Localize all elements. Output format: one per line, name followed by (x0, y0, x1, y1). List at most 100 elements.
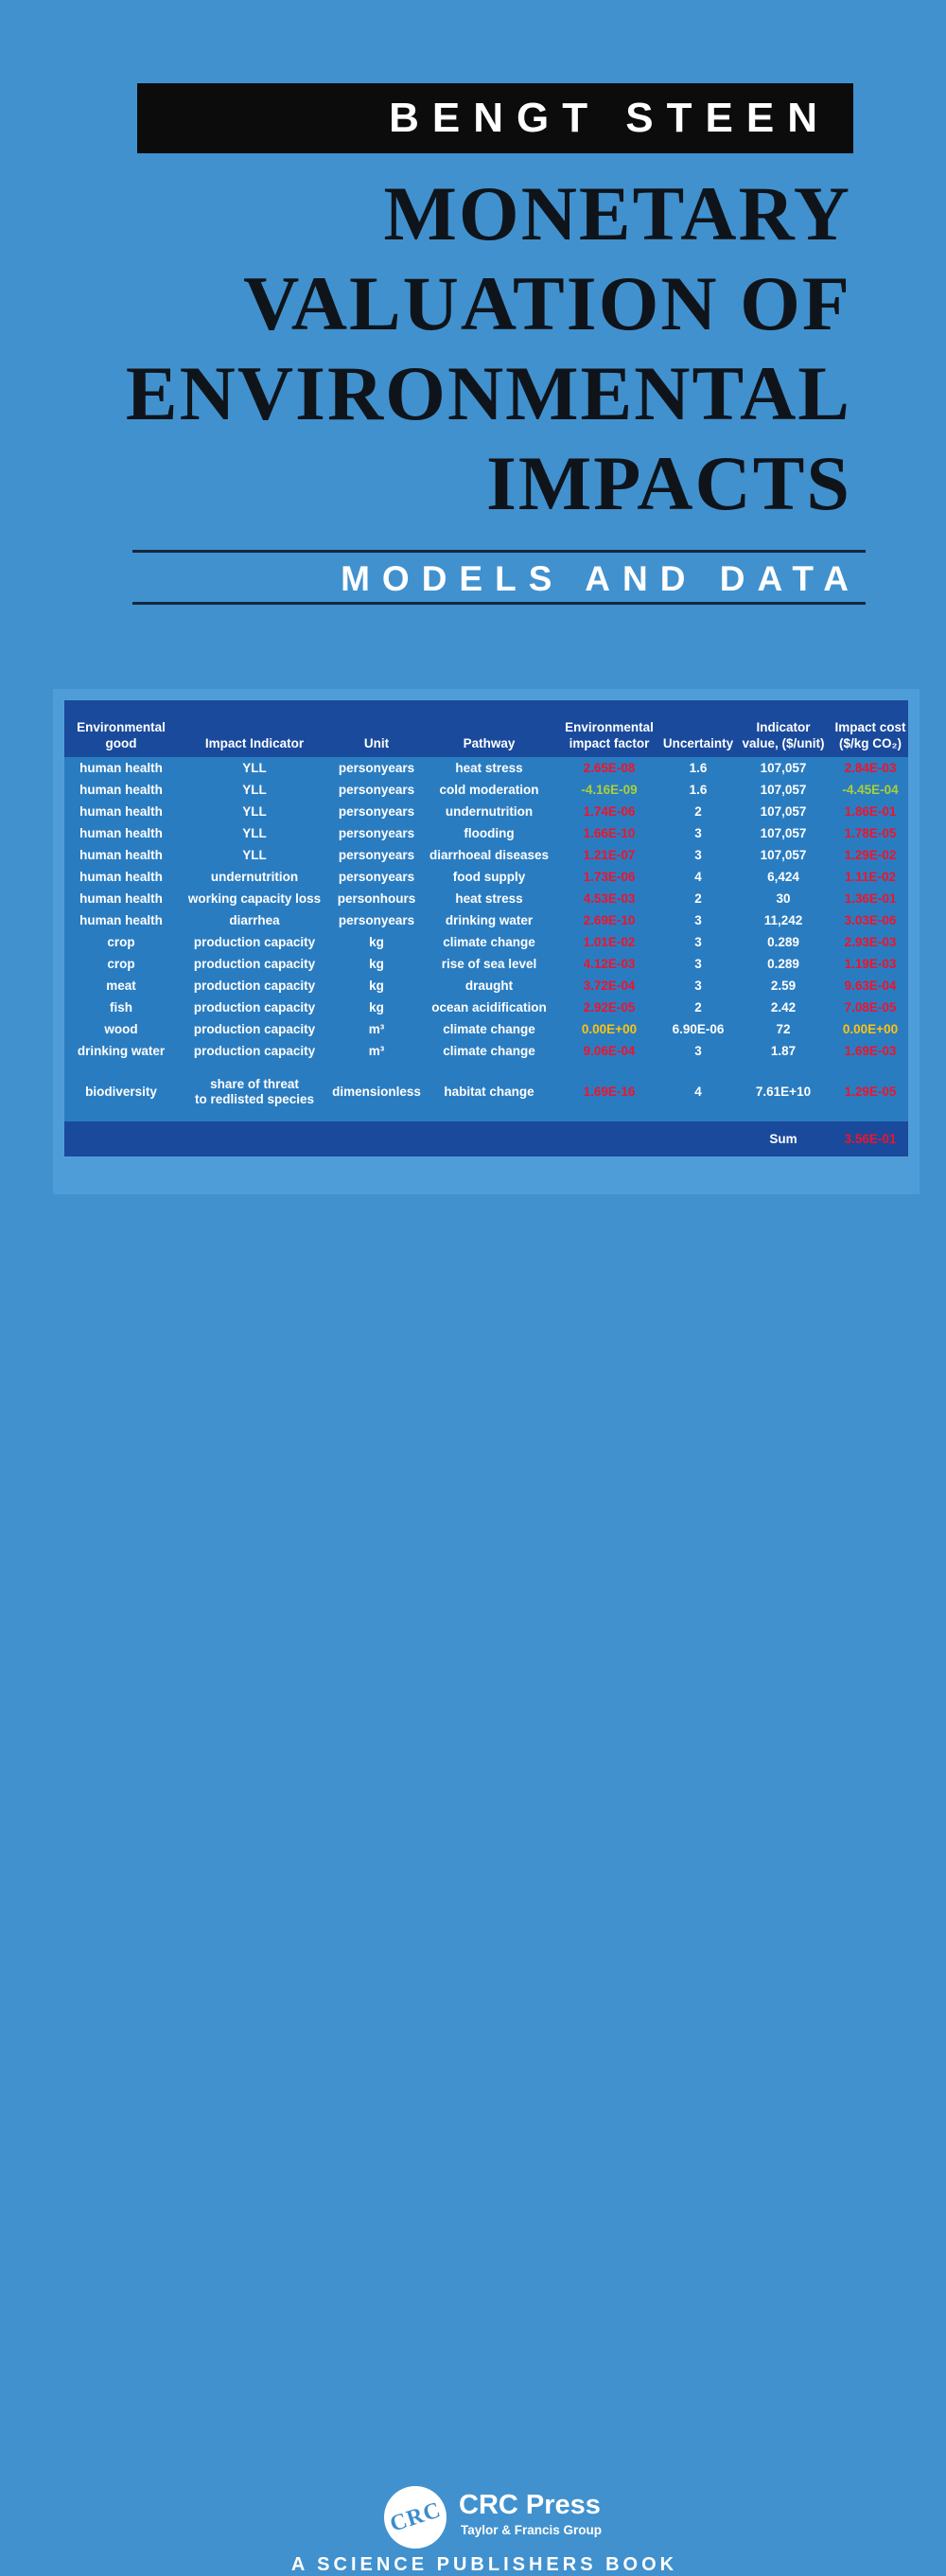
cell-environmental-good: human health (79, 869, 163, 884)
cell-environmental-good: meat (106, 978, 136, 993)
column-header: Environmental good (77, 719, 166, 751)
author-bar: BENGT STEEN (137, 83, 853, 153)
cell-impact-factor: 1.74E-06 (583, 803, 636, 819)
cell-pathway: ocean acidification (431, 999, 547, 1015)
cell-impact-indicator: diarrhea (229, 912, 280, 927)
column-header: Pathway (463, 736, 516, 751)
cell-impact-factor: 1.21E-07 (583, 847, 636, 862)
cell-impact-factor: 0.00E+00 (581, 1021, 638, 1036)
cell-environmental-good: human health (79, 782, 163, 797)
table-row: human health diarrhea personyears drinking … (64, 909, 908, 931)
table-row: human health YLL personyears flooding 1.66E-… (64, 822, 908, 844)
table-row: fish production capacity kg ocean acidifica… (64, 997, 908, 1018)
impact-table-body: human health YLL personyears heat stress 2.6… (64, 757, 908, 1121)
cell-impact-factor: -4.16E-09 (581, 782, 638, 797)
cell-impact-factor: 1.73E-06 (583, 869, 636, 884)
cell-pathway: heat stress (455, 760, 523, 775)
cell-impact-indicator: share of threat to redlisted species (194, 1076, 315, 1106)
cell-pathway: cold moderation (439, 782, 539, 797)
impact-table-header-row: Environmental good Impact Indicator Unit Pat… (64, 700, 908, 757)
publisher-tagline: Taylor & Francis Group (461, 2523, 603, 2537)
cell-impact-cost: 1.69E-03 (844, 1043, 897, 1058)
table-row: wood production capacity m³ climate change 0… (64, 1018, 908, 1040)
cell-indicator-value: 0.289 (767, 934, 799, 949)
column-header: Impact cost ($/kg CO₂) (834, 719, 906, 751)
cell-unit: personyears (338, 847, 415, 862)
cell-impact-indicator: YLL (242, 847, 267, 862)
title-line-1: MONETARY (383, 170, 851, 256)
cell-impact-factor: 4.53E-03 (583, 891, 636, 906)
book-subtitle: MODELS AND DATA (341, 559, 861, 598)
table-row: crop production capacity kg climate change 1… (64, 931, 908, 953)
cell-impact-cost: 1.36E-01 (844, 891, 897, 906)
cell-impact-factor: 2.69E-10 (583, 912, 636, 927)
cell-indicator-value: 107,057 (760, 803, 807, 819)
cell-pathway: diarrhoeal diseases (429, 847, 550, 862)
cell-pathway: food supply (452, 869, 526, 884)
publisher-name: CRC Press (459, 2490, 601, 2520)
table-row: human health YLL personyears diarrhoeal dis… (64, 844, 908, 866)
cell-indicator-value: 107,057 (760, 847, 807, 862)
cell-unit: personyears (338, 803, 415, 819)
table-row: crop production capacity kg rise of sea lev… (64, 953, 908, 975)
column-header: Indicator value, ($/unit) (742, 719, 825, 751)
cell-unit: m³ (368, 1043, 385, 1058)
cell-impact-indicator: production capacity (193, 978, 316, 993)
cell-uncertainty: 1.6 (689, 760, 708, 775)
cell-uncertainty: 1.6 (689, 782, 708, 797)
cell-unit: kg (369, 978, 384, 993)
cell-impact-factor: 3.72E-04 (583, 978, 636, 993)
cell-impact-indicator: undernutrition (210, 869, 299, 884)
sum-row: Sum 3.56E-01 (64, 1121, 908, 1156)
cell-impact-factor: 1.01E-02 (583, 934, 636, 949)
cell-environmental-good: fish (109, 999, 132, 1015)
cell-environmental-good: wood (104, 1021, 138, 1036)
imprint-line: A SCIENCE PUBLISHERS BOOK (290, 2554, 678, 2575)
cell-unit: kg (369, 999, 384, 1015)
cell-impact-factor: 1.66E-10 (583, 825, 636, 840)
cell-environmental-good: crop (107, 934, 135, 949)
cell-indicator-value: 107,057 (760, 782, 807, 797)
book-title: MONETARY VALUATION OF ENVIRONMENTAL IMPA… (126, 168, 851, 528)
table-row: drinking water production capacity m³ clima… (64, 1040, 908, 1062)
divider-line-bottom (132, 602, 866, 605)
cell-impact-cost: 0.00E+00 (842, 1021, 899, 1036)
cell-uncertainty: 3 (694, 934, 702, 949)
impact-table: Environmental good Impact Indicator Unit Pat… (64, 700, 908, 1156)
cell-impact-factor: 2.92E-05 (583, 999, 636, 1015)
cell-unit: personyears (338, 782, 415, 797)
cell-environmental-good: human health (79, 847, 163, 862)
cell-impact-cost: 1.78E-05 (844, 825, 897, 840)
cell-environmental-good: human health (79, 803, 163, 819)
divider-line-top (132, 550, 866, 553)
cell-impact-cost: 1.11E-02 (844, 869, 897, 884)
author-name: BENGT STEEN (389, 95, 831, 141)
cell-unit: kg (369, 934, 384, 949)
cell-uncertainty: 3 (694, 956, 702, 971)
column-header: Uncertainty (662, 736, 734, 751)
cell-impact-indicator: YLL (242, 803, 267, 819)
sum-label: Sum (769, 1131, 797, 1146)
cell-environmental-good: human health (79, 912, 163, 927)
cell-impact-indicator: YLL (242, 782, 267, 797)
cell-pathway: rise of sea level (441, 956, 537, 971)
table-row: human health YLL personyears heat stress 2.6… (64, 757, 908, 779)
cell-pathway: drinking water (445, 912, 534, 927)
cell-environmental-good: human health (79, 760, 163, 775)
cell-unit: m³ (368, 1021, 385, 1036)
title-line-4: IMPACTS (485, 440, 851, 526)
cell-indicator-value: 2.42 (770, 999, 797, 1015)
cell-pathway: habitat change (444, 1084, 534, 1099)
cell-uncertainty: 3 (694, 912, 702, 927)
cell-impact-indicator: production capacity (193, 934, 316, 949)
cell-impact-cost: 1.29E-05 (844, 1084, 897, 1099)
cell-pathway: heat stress (455, 891, 523, 906)
cell-uncertainty: 4 (694, 1084, 702, 1099)
publisher-block: CRC CRC Press Taylor & Francis Group A S… (0, 1230, 946, 2575)
cell-impact-cost: 1.86E-01 (844, 803, 897, 819)
cell-uncertainty: 3 (694, 978, 702, 993)
cell-impact-cost: 1.29E-02 (844, 847, 897, 862)
cell-impact-indicator: working capacity loss (187, 891, 322, 906)
cell-unit: personyears (338, 912, 415, 927)
cell-unit: personhours (337, 891, 416, 906)
